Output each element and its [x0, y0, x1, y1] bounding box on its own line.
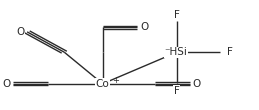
Text: O: O [140, 22, 148, 32]
Text: F: F [227, 47, 232, 57]
Text: O: O [17, 27, 25, 37]
Text: F: F [174, 10, 180, 20]
Text: F: F [174, 86, 180, 96]
Text: +: + [113, 76, 119, 85]
Text: Co: Co [96, 79, 110, 89]
Text: ⁻HSi: ⁻HSi [164, 47, 187, 57]
Text: O: O [193, 79, 201, 89]
Text: O: O [3, 79, 11, 89]
